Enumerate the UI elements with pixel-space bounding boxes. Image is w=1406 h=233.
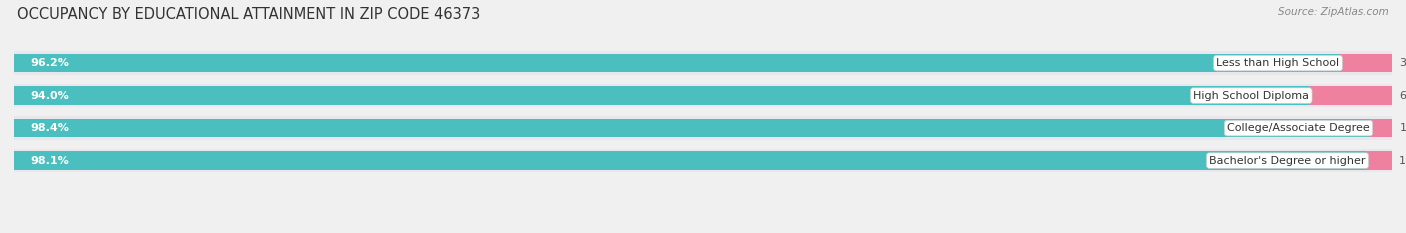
- Bar: [14, 54, 1340, 72]
- Text: Less than High School: Less than High School: [1216, 58, 1340, 68]
- Bar: [14, 116, 1392, 140]
- Text: 1.9%: 1.9%: [1399, 156, 1406, 166]
- Bar: [14, 119, 1369, 137]
- Text: 94.0%: 94.0%: [31, 91, 69, 101]
- Bar: [1340, 54, 1392, 72]
- Bar: [14, 84, 1392, 107]
- Bar: [14, 86, 1309, 105]
- Bar: [14, 151, 1365, 170]
- Text: High School Diploma: High School Diploma: [1194, 91, 1309, 101]
- Text: Bachelor's Degree or higher: Bachelor's Degree or higher: [1209, 156, 1365, 166]
- Text: 98.1%: 98.1%: [31, 156, 69, 166]
- Text: 6.0%: 6.0%: [1399, 91, 1406, 101]
- Bar: [1309, 86, 1392, 105]
- Bar: [14, 51, 1392, 75]
- Text: 3.8%: 3.8%: [1399, 58, 1406, 68]
- Text: Source: ZipAtlas.com: Source: ZipAtlas.com: [1278, 7, 1389, 17]
- Text: OCCUPANCY BY EDUCATIONAL ATTAINMENT IN ZIP CODE 46373: OCCUPANCY BY EDUCATIONAL ATTAINMENT IN Z…: [17, 7, 479, 22]
- Bar: [1369, 119, 1393, 137]
- Text: 96.2%: 96.2%: [31, 58, 69, 68]
- Bar: [14, 149, 1392, 172]
- Bar: [1365, 151, 1392, 170]
- Text: 98.4%: 98.4%: [31, 123, 69, 133]
- Text: 1.7%: 1.7%: [1400, 123, 1406, 133]
- Text: College/Associate Degree: College/Associate Degree: [1227, 123, 1369, 133]
